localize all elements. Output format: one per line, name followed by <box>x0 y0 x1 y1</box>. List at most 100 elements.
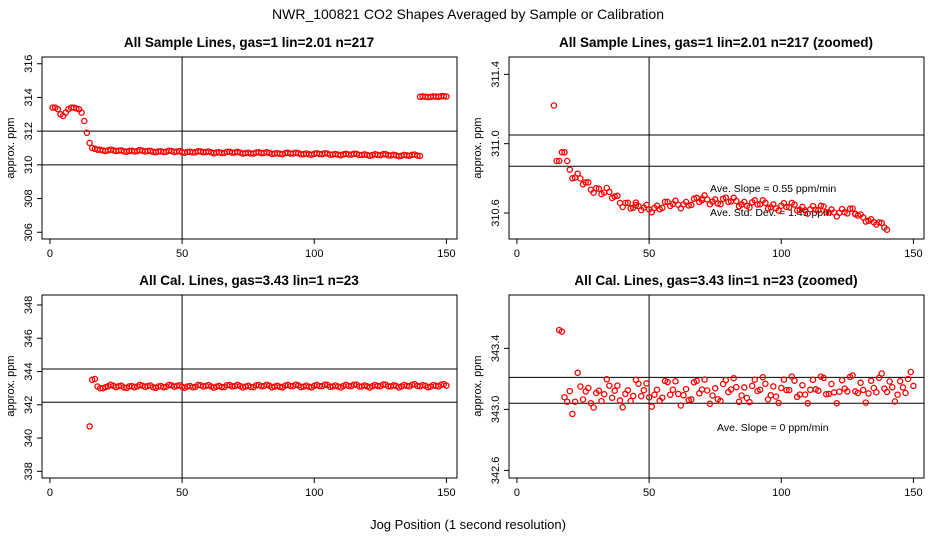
data-point <box>822 209 830 216</box>
data-point <box>815 387 822 394</box>
data-point <box>619 404 626 411</box>
data-point <box>688 201 695 209</box>
y-tick-label: 344 <box>23 362 35 380</box>
data-point <box>86 139 93 147</box>
data-point <box>424 384 432 391</box>
data-point <box>846 205 854 213</box>
data-point <box>651 391 658 398</box>
panel-cal-lines: All Cal. Lines, gas=3.43 lin=1 n=23 appr… <box>5 273 458 499</box>
data-point <box>717 200 724 208</box>
figure-x-axis-label: Jog Position (1 second resolution) <box>370 517 566 532</box>
data-point <box>820 374 827 382</box>
data-point <box>577 383 584 390</box>
data-point <box>443 93 450 100</box>
data-point <box>862 399 870 406</box>
data-point <box>643 380 650 387</box>
data-point <box>894 391 901 398</box>
data-point <box>706 400 714 408</box>
data-point <box>640 386 648 394</box>
data-point <box>793 207 801 214</box>
data-point <box>606 382 613 389</box>
data-point <box>804 400 811 407</box>
data-point <box>579 396 587 403</box>
data-point <box>812 206 819 213</box>
data-point <box>622 199 629 207</box>
panel-title: All Sample Lines, gas=1 lin=2.01 n=217 <box>124 35 374 50</box>
data-point <box>733 197 740 205</box>
y-tick-label: 310.6 <box>490 199 502 227</box>
data-point <box>904 375 912 383</box>
data-point <box>770 383 777 390</box>
data-point <box>600 390 608 398</box>
data-point <box>561 149 568 156</box>
data-point <box>693 377 700 385</box>
figure-title: NWR_100821 CO2 Shapes Averaged by Sample… <box>272 6 664 22</box>
data-point <box>833 399 841 407</box>
y-tick-label: 343.0 <box>490 396 502 424</box>
data-point <box>648 403 655 410</box>
panel-title: All Sample Lines, gas=1 lin=2.01 n=217 (… <box>559 35 873 50</box>
data-point <box>659 394 666 401</box>
data-point <box>558 328 566 335</box>
data-point <box>582 179 589 186</box>
data-point <box>81 117 88 125</box>
data-point <box>682 385 690 393</box>
data-point <box>896 378 904 385</box>
data-point <box>569 410 576 418</box>
data-point <box>844 388 851 395</box>
data-point <box>574 369 581 377</box>
data-point <box>783 203 790 211</box>
data-point <box>86 423 93 430</box>
data-point <box>189 383 196 391</box>
data-point <box>762 199 769 207</box>
data-point <box>666 391 674 398</box>
data-point <box>859 386 867 394</box>
data-point <box>419 381 426 389</box>
data-point <box>873 388 880 396</box>
data-point <box>688 396 695 403</box>
data-point <box>902 389 909 397</box>
y-tick-label: 311.0 <box>490 130 502 157</box>
data-point <box>778 384 785 392</box>
data-point <box>822 390 830 398</box>
data-point <box>783 386 790 394</box>
data-point <box>785 386 793 394</box>
data-point <box>867 377 875 384</box>
data-point <box>685 396 692 404</box>
data-point <box>83 129 91 137</box>
data-point <box>891 398 899 405</box>
data-point <box>748 382 756 390</box>
data-point <box>759 373 767 381</box>
data-point <box>595 387 603 394</box>
plot-area <box>508 294 925 479</box>
y-tick-label: 308 <box>23 189 35 207</box>
data-point <box>844 210 851 217</box>
data-point <box>878 370 885 377</box>
x-tick-label: 100 <box>305 487 323 499</box>
data-point <box>746 398 753 406</box>
data-point <box>616 397 624 404</box>
data-point <box>738 392 745 399</box>
data-point <box>733 383 740 391</box>
data-point <box>629 392 637 400</box>
data-point <box>440 92 448 100</box>
annotation-ave-slope: Ave. Slope = 0 ppm/min <box>717 422 829 434</box>
data-layer: 0 50 100 150 310.6 311.0 311.4 <box>490 57 924 260</box>
data-point <box>54 105 62 113</box>
data-point <box>838 376 846 384</box>
x-tick-label: 0 <box>47 248 53 260</box>
data-point <box>595 185 603 192</box>
data-point <box>807 386 814 394</box>
data-point <box>416 152 424 160</box>
panel-sample-lines: All Sample Lines, gas=1 lin=2.01 n=217 a… <box>5 35 458 260</box>
data-point <box>730 374 737 382</box>
data-point <box>614 192 621 200</box>
data-point <box>558 149 566 156</box>
data-point <box>746 204 753 211</box>
plot-area <box>508 56 925 240</box>
data-point <box>780 376 788 383</box>
x-tick-label: 150 <box>904 487 922 499</box>
y-tick-label: 338 <box>23 462 35 480</box>
data-point <box>569 175 576 182</box>
data-point <box>703 196 711 203</box>
